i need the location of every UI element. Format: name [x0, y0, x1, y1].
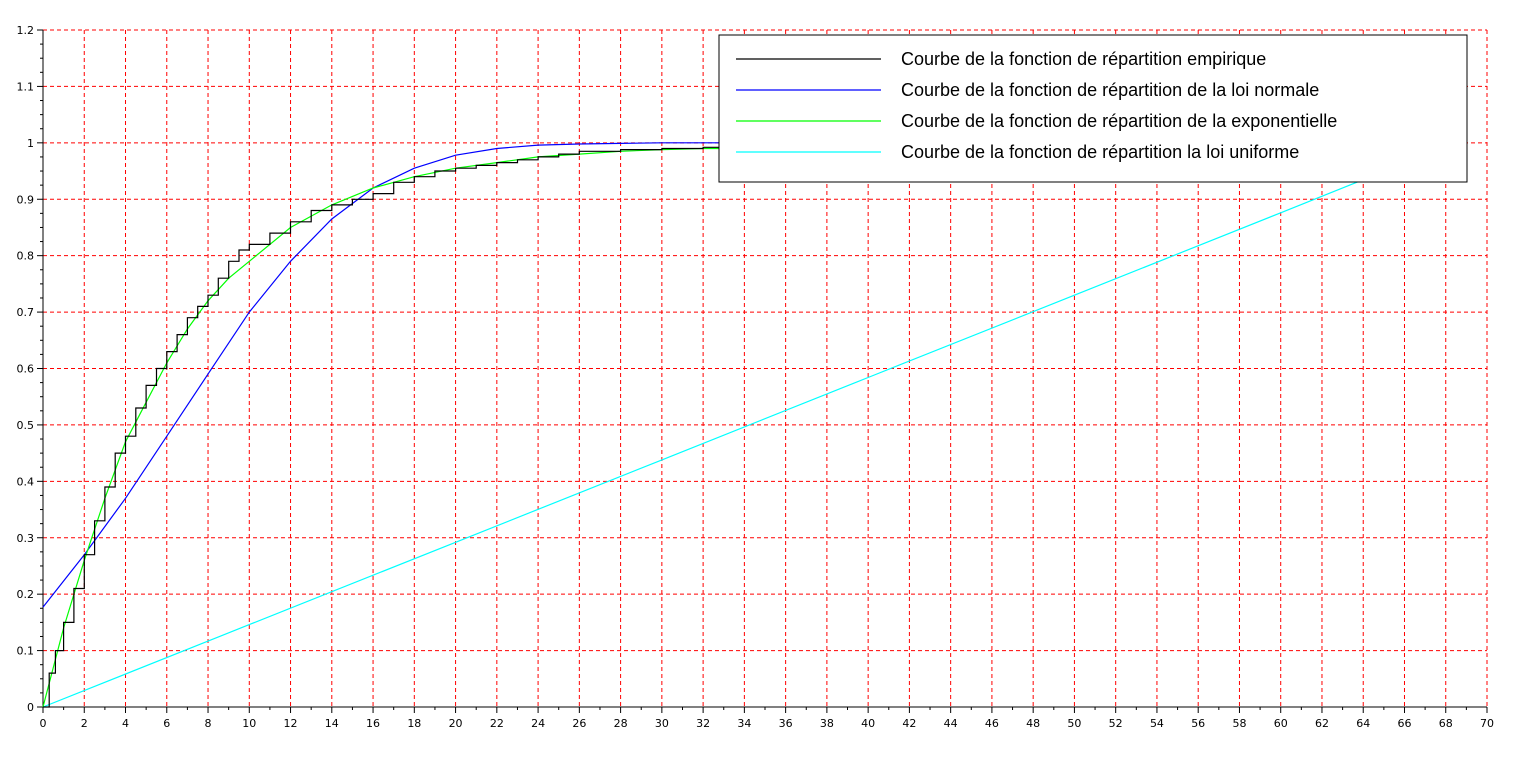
- legend-label: Courbe de la fonction de répartition emp…: [901, 49, 1266, 69]
- x-tick-label: 28: [614, 717, 628, 730]
- x-tick-label: 50: [1067, 717, 1081, 730]
- x-tick-label: 58: [1232, 717, 1246, 730]
- y-tick-label: 0.4: [17, 475, 35, 488]
- x-tick-label: 48: [1026, 717, 1040, 730]
- x-tick-label: 14: [325, 717, 339, 730]
- y-tick-label: 0.7: [17, 306, 35, 319]
- y-tick-label: 1.1: [17, 80, 35, 93]
- y-tick-label: 0.1: [17, 645, 35, 658]
- x-tick-label: 54: [1150, 717, 1164, 730]
- legend-label: Courbe de la fonction de répartition de …: [901, 80, 1319, 100]
- x-tick-label: 66: [1397, 717, 1411, 730]
- y-tick-label: 1.2: [17, 24, 35, 37]
- x-tick-label: 36: [779, 717, 793, 730]
- x-tick-label: 24: [531, 717, 545, 730]
- series-line-2: [42, 147, 724, 708]
- x-tick-label: 56: [1191, 717, 1205, 730]
- x-tick-label: 26: [572, 717, 586, 730]
- series-line-0: [43, 146, 724, 708]
- x-tick-label: 4: [122, 717, 129, 730]
- x-tick-label: 12: [284, 717, 298, 730]
- x-tick-label: 42: [902, 717, 916, 730]
- y-tick-label: 0: [27, 701, 34, 714]
- x-tick-label: 60: [1274, 717, 1288, 730]
- y-tick-label: 0.9: [17, 193, 35, 206]
- y-tick-label: 0.6: [17, 363, 35, 376]
- x-tick-label: 6: [163, 717, 170, 730]
- x-tick-label: 2: [81, 717, 88, 730]
- x-tick-label: 8: [205, 717, 212, 730]
- x-tick-label: 20: [449, 717, 463, 730]
- x-tick-label: 52: [1109, 717, 1123, 730]
- x-tick-label: 18: [407, 717, 421, 730]
- x-tick-label: 68: [1439, 717, 1453, 730]
- x-tick-label: 22: [490, 717, 504, 730]
- x-tick-label: 62: [1315, 717, 1329, 730]
- y-tick-label: 0.3: [17, 532, 35, 545]
- x-tick-label: 44: [944, 717, 958, 730]
- x-tick-label: 70: [1480, 717, 1494, 730]
- axis-layer: 0 2 4 6 8 10 12 14 16 18 20 22 24 26 28 30 32 34 36 38 40 42 4…: [17, 24, 1495, 730]
- x-tick-label: 0: [40, 717, 47, 730]
- x-tick-label: 46: [985, 717, 999, 730]
- y-tick-label: 1: [27, 137, 34, 150]
- y-tick-label: 0.2: [17, 588, 35, 601]
- legend-label: Courbe de la fonction de répartition de …: [901, 111, 1337, 131]
- legend-label: Courbe de la fonction de répartition la …: [901, 142, 1299, 162]
- series-line-1: [42, 142, 724, 608]
- x-tick-label: 34: [737, 717, 751, 730]
- series-layer: [42, 142, 1374, 708]
- x-tick-label: 32: [696, 717, 710, 730]
- legend: Courbe de la fonction de répartition emp…: [718, 34, 1468, 183]
- x-tick-label: 30: [655, 717, 669, 730]
- x-tick-label: 16: [366, 717, 380, 730]
- y-tick-label: 0.5: [17, 419, 35, 432]
- x-tick-label: 40: [861, 717, 875, 730]
- x-tick-label: 10: [242, 717, 256, 730]
- series-line-3: [42, 175, 1374, 708]
- x-tick-label: 64: [1356, 717, 1370, 730]
- x-tick-label: 38: [820, 717, 834, 730]
- y-tick-label: 0.8: [17, 250, 35, 263]
